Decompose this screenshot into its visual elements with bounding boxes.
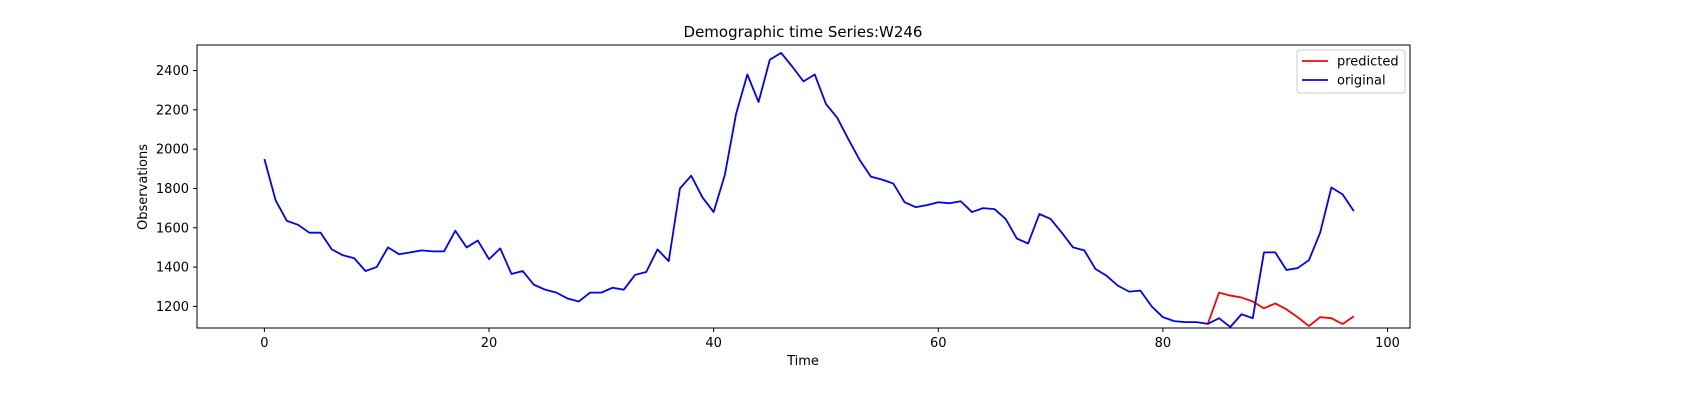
- legend: predicted original: [1296, 49, 1406, 94]
- series-line-original: [263, 51, 1355, 328]
- y-tick-label: 1400: [156, 261, 189, 276]
- y-tick-label: 1600: [156, 221, 189, 236]
- series-line-predicted: [1206, 291, 1355, 327]
- x-tick-label: 0: [260, 336, 268, 351]
- y-tick-label: 2400: [156, 64, 189, 79]
- legend-label-predicted: predicted: [1337, 55, 1399, 70]
- x-tick-label: 60: [930, 336, 947, 351]
- x-tick-label: 100: [1375, 336, 1400, 351]
- x-tick-label: 40: [705, 336, 722, 351]
- y-tick-label: 2000: [156, 143, 189, 158]
- y-axis-label: Observations: [136, 144, 151, 230]
- x-axis: 0 20 40 60 80 100: [260, 328, 1400, 351]
- legend-label-original: original: [1337, 74, 1386, 89]
- chart-title: Demographic time Series:W246: [684, 23, 923, 41]
- x-tick-label: 80: [1155, 336, 1172, 351]
- y-axis: 1200 1400 1600 1800 2000 2200 2400: [156, 64, 197, 315]
- x-tick-label: 20: [481, 336, 498, 351]
- y-tick-label: 1800: [156, 182, 189, 197]
- plot-area-frame: [196, 44, 1411, 329]
- y-tick-label: 1200: [156, 300, 189, 315]
- plot-series: [263, 51, 1355, 328]
- x-axis-label: Time: [786, 354, 819, 369]
- y-tick-label: 2200: [156, 103, 189, 118]
